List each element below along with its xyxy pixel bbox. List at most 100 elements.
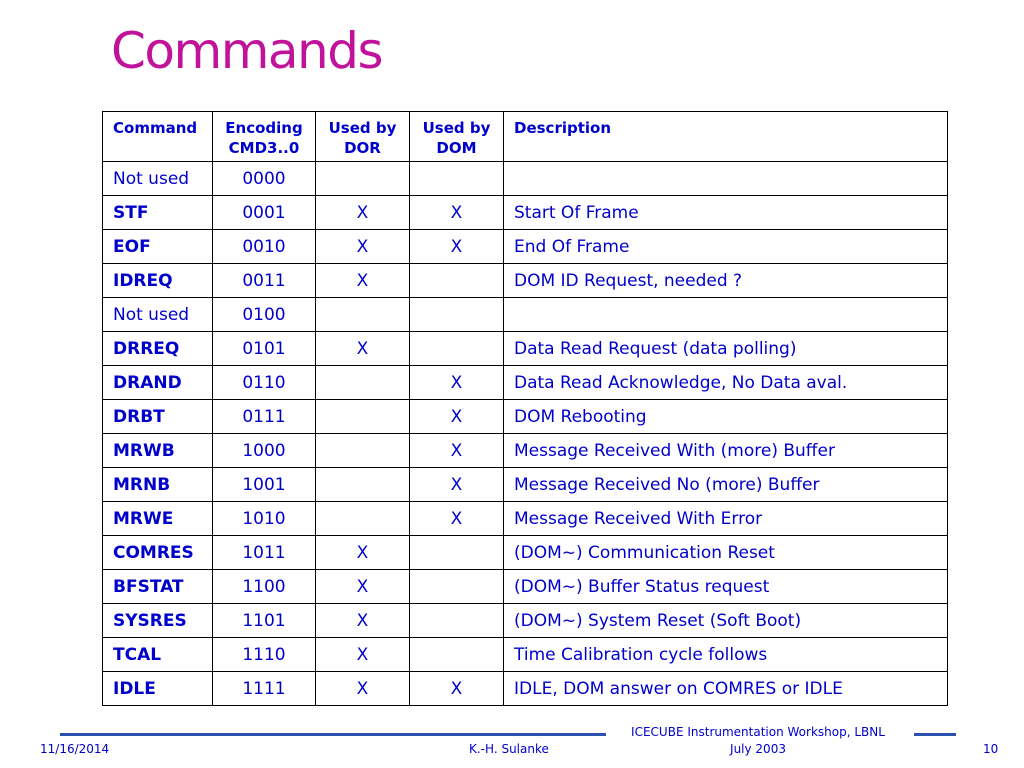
table-row: EOF 0010 X X End Of Frame: [102, 229, 948, 264]
cell-encoding: 1010: [212, 501, 316, 536]
cell-encoding: 1001: [212, 467, 316, 502]
cell-description: DOM Rebooting: [503, 399, 948, 434]
cell-encoding: 0010: [212, 229, 316, 264]
cell-used-by-dom: X: [409, 501, 504, 536]
table-row: DRREQ 0101 X Data Read Request (data pollin…: [102, 331, 948, 366]
cell-used-by-dom: [409, 569, 504, 604]
cell-command: MRWE: [102, 501, 213, 536]
cell-encoding: 1101: [212, 603, 316, 638]
cell-encoding: 0110: [212, 365, 316, 400]
cell-used-by-dor: [315, 501, 410, 536]
cell-used-by-dom: X: [409, 195, 504, 230]
cell-used-by-dor: [315, 297, 410, 332]
table-row: DRBT 0111 X DOM Rebooting: [102, 399, 948, 434]
cell-description: End Of Frame: [503, 229, 948, 264]
cell-description: Message Received With (more) Buffer: [503, 433, 948, 468]
table-row: MRWB 1000 X Message Received With (more) Bu…: [102, 433, 948, 468]
cell-used-by-dor: X: [315, 535, 410, 570]
cell-used-by-dom: X: [409, 671, 504, 706]
cell-encoding: 0000: [212, 161, 316, 196]
cell-used-by-dom: [409, 263, 504, 298]
cell-description: IDLE, DOM answer on COMRES or IDLE: [503, 671, 948, 706]
header-used-by-dor: Used by DOR: [315, 111, 410, 162]
slide-title: Commands: [111, 22, 384, 80]
cell-used-by-dor: X: [315, 603, 410, 638]
cell-command: DRREQ: [102, 331, 213, 366]
header-description: Description: [503, 111, 948, 162]
cell-description: Message Received With Error: [503, 501, 948, 536]
table-row: TCAL 1110 X Time Calibration cycle follows: [102, 637, 948, 672]
cell-command: MRNB: [102, 467, 213, 502]
cell-used-by-dor: X: [315, 637, 410, 672]
cell-used-by-dor: X: [315, 229, 410, 264]
cell-used-by-dom: X: [409, 467, 504, 502]
cell-command: MRWB: [102, 433, 213, 468]
table-body: Not used 0000 STF 0001 X X Start Of Frame EOF 00…: [102, 161, 948, 706]
cell-command: DRAND: [102, 365, 213, 400]
header-command: Command: [102, 111, 213, 162]
cell-command: SYSRES: [102, 603, 213, 638]
table-row: MRWE 1010 X Message Received With Error: [102, 501, 948, 536]
cell-encoding: 1110: [212, 637, 316, 672]
cell-used-by-dor: X: [315, 671, 410, 706]
cell-used-by-dor: X: [315, 263, 410, 298]
cell-used-by-dor: [315, 365, 410, 400]
cell-command: Not used: [102, 161, 213, 196]
cell-description: Start Of Frame: [503, 195, 948, 230]
table-row: SYSRES 1101 X (DOM~) System Reset (Soft Boo…: [102, 603, 948, 638]
cell-description: Message Received No (more) Buffer: [503, 467, 948, 502]
cell-encoding: 1011: [212, 535, 316, 570]
cell-used-by-dom: [409, 603, 504, 638]
cell-used-by-dom: X: [409, 433, 504, 468]
cell-description: (DOM~) Buffer Status request: [503, 569, 948, 604]
cell-command: TCAL: [102, 637, 213, 672]
cell-encoding: 1111: [212, 671, 316, 706]
cell-command: IDLE: [102, 671, 213, 706]
cell-used-by-dom: [409, 637, 504, 672]
cell-encoding: 1000: [212, 433, 316, 468]
cell-used-by-dor: X: [315, 195, 410, 230]
table-row: STF 0001 X X Start Of Frame: [102, 195, 948, 230]
commands-table: Command Encoding CMD3..0 Used by DOR Used …: [102, 111, 948, 706]
cell-description: Data Read Acknowledge, No Data aval.: [503, 365, 948, 400]
cell-used-by-dom: [409, 161, 504, 196]
header-used-by-dom: Used by DOM: [409, 111, 504, 162]
footer-rule-left: [60, 733, 606, 736]
cell-used-by-dom: [409, 297, 504, 332]
table-row: BFSTAT 1100 X (DOM~) Buffer Status request: [102, 569, 948, 604]
cell-used-by-dom: [409, 535, 504, 570]
cell-used-by-dor: X: [315, 569, 410, 604]
cell-command: Not used: [102, 297, 213, 332]
cell-used-by-dor: X: [315, 331, 410, 366]
cell-command: EOF: [102, 229, 213, 264]
header-encoding: Encoding CMD3..0: [212, 111, 316, 162]
cell-encoding: 0111: [212, 399, 316, 434]
table-row: IDLE 1111 X X IDLE, DOM answer on COMRES or …: [102, 671, 948, 706]
cell-used-by-dor: [315, 161, 410, 196]
cell-used-by-dor: [315, 433, 410, 468]
cell-encoding: 1100: [212, 569, 316, 604]
table-row: Not used 0000: [102, 161, 948, 196]
cell-command: DRBT: [102, 399, 213, 434]
footer-rule-right: [914, 733, 956, 736]
footer-page-number: 10: [983, 742, 999, 756]
cell-encoding: 0100: [212, 297, 316, 332]
cell-encoding: 0101: [212, 331, 316, 366]
cell-description: DOM ID Request, needed ?: [503, 263, 948, 298]
cell-command: IDREQ: [102, 263, 213, 298]
footer-event: ICECUBE Instrumentation Workshop, LBNL J…: [598, 724, 918, 758]
cell-used-by-dom: X: [409, 229, 504, 264]
cell-command: COMRES: [102, 535, 213, 570]
cell-description: [503, 297, 948, 332]
table-row: Not used 0100: [102, 297, 948, 332]
cell-description: [503, 161, 948, 196]
cell-used-by-dor: [315, 467, 410, 502]
table-row: COMRES 1011 X (DOM~) Communication Reset: [102, 535, 948, 570]
footer-author: K.-H. Sulanke: [469, 742, 549, 756]
cell-used-by-dor: [315, 399, 410, 434]
cell-encoding: 0011: [212, 263, 316, 298]
footer-event-line1: ICECUBE Instrumentation Workshop, LBNL: [631, 725, 885, 739]
cell-description: Data Read Request (data polling): [503, 331, 948, 366]
footer-date: 11/16/2014: [40, 742, 110, 756]
cell-description: (DOM~) Communication Reset: [503, 535, 948, 570]
